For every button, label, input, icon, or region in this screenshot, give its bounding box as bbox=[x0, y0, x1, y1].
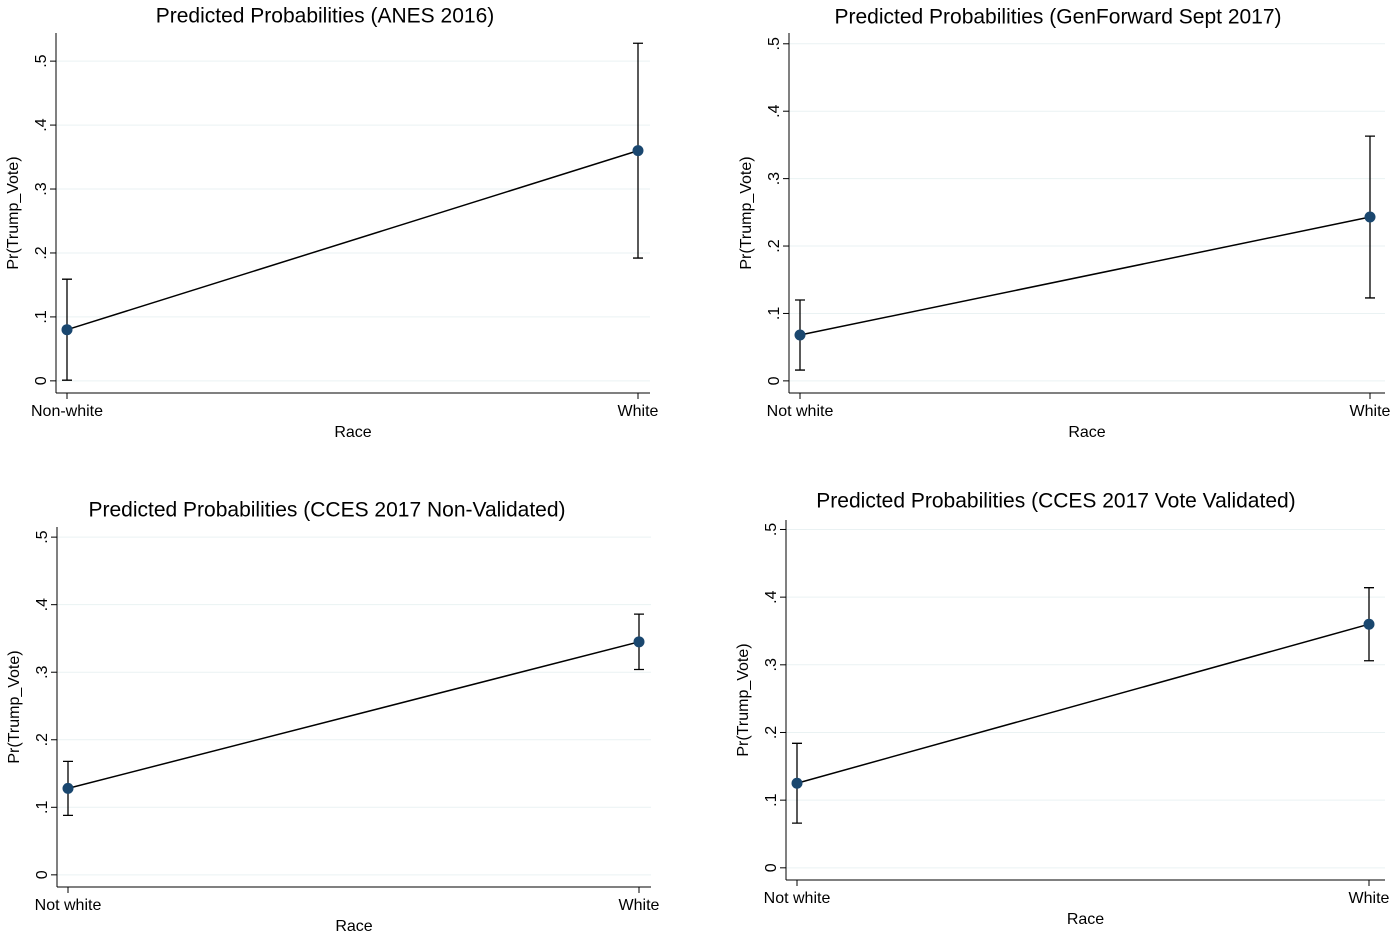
chart-title: Predicted Probabilities (CCES 2017 Vote … bbox=[816, 490, 1295, 513]
point bbox=[791, 777, 803, 789]
point bbox=[1363, 618, 1375, 630]
y-tick-label: .1 bbox=[766, 307, 783, 320]
y-tick-label: .5 bbox=[766, 37, 783, 50]
line bbox=[66, 149, 639, 331]
x-axis-title: Race bbox=[1068, 424, 1105, 441]
chart-panel: Predicted Probabilities (CCES 2017 Vote … bbox=[735, 490, 1389, 929]
point bbox=[632, 145, 644, 157]
y-tick-label: .5 bbox=[33, 54, 50, 67]
line bbox=[67, 641, 640, 790]
x-axis-title: Race bbox=[334, 424, 371, 441]
chart-title: Predicted Probabilities (ANES 2016) bbox=[156, 5, 495, 28]
x-tick-label: Not white bbox=[35, 897, 102, 914]
y-tick-label: .3 bbox=[33, 182, 50, 195]
y-tick-label: .3 bbox=[34, 665, 51, 678]
y-tick-label: .4 bbox=[34, 598, 51, 611]
y-tick-label: .1 bbox=[34, 801, 51, 814]
y-tick-label: .3 bbox=[763, 658, 780, 671]
y-tick-label: 0 bbox=[766, 376, 783, 385]
x-tick-label: Not white bbox=[767, 403, 834, 420]
x-axis-title: Race bbox=[1067, 911, 1104, 928]
x-tick-label: White bbox=[1350, 403, 1391, 420]
y-tick-label: .4 bbox=[763, 590, 780, 603]
point bbox=[633, 636, 645, 648]
line bbox=[799, 216, 1371, 336]
y-tick-label: .3 bbox=[766, 172, 783, 185]
x-tick-label: White bbox=[1349, 890, 1390, 907]
point bbox=[794, 329, 806, 341]
y-axis-title: Pr(Trump_Vote) bbox=[5, 156, 22, 269]
chart-panel: Predicted Probabilities (GenForward Sept… bbox=[738, 6, 1390, 442]
point bbox=[61, 324, 73, 336]
y-axis-title: Pr(Trump_Vote) bbox=[735, 643, 752, 756]
y-axis-title: Pr(Trump_Vote) bbox=[738, 156, 755, 269]
line bbox=[796, 623, 1370, 784]
y-tick-label: .5 bbox=[763, 523, 780, 536]
point bbox=[1364, 211, 1376, 223]
chart-panel: Predicted Probabilities (CCES 2017 Non-V… bbox=[6, 499, 659, 936]
x-tick-label: Non-white bbox=[31, 403, 103, 420]
y-tick-label: 0 bbox=[33, 376, 50, 385]
x-tick-label: White bbox=[618, 403, 659, 420]
y-tick-label: .4 bbox=[766, 104, 783, 117]
y-tick-label: .1 bbox=[763, 793, 780, 806]
x-tick-label: Not white bbox=[764, 890, 831, 907]
chart-title: Predicted Probabilities (CCES 2017 Non-V… bbox=[88, 499, 565, 522]
y-tick-label: .4 bbox=[33, 118, 50, 131]
y-axis-title: Pr(Trump_Vote) bbox=[6, 650, 23, 763]
y-tick-label: .5 bbox=[34, 530, 51, 543]
y-tick-label: .2 bbox=[766, 239, 783, 252]
x-tick-label: White bbox=[619, 897, 660, 914]
point bbox=[62, 782, 74, 794]
y-tick-label: .2 bbox=[33, 246, 50, 259]
chart-panel: Predicted Probabilities (ANES 2016) 0 .1 .2… bbox=[5, 5, 658, 442]
y-tick-label: 0 bbox=[763, 863, 780, 872]
y-tick-label: 0 bbox=[34, 870, 51, 879]
y-tick-label: .2 bbox=[34, 733, 51, 746]
x-axis-title: Race bbox=[335, 918, 372, 935]
y-tick-label: .2 bbox=[763, 726, 780, 739]
chart-title: Predicted Probabilities (GenForward Sept… bbox=[834, 6, 1281, 29]
y-tick-label: .1 bbox=[33, 310, 50, 323]
